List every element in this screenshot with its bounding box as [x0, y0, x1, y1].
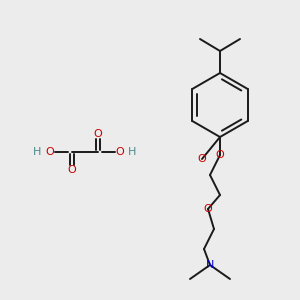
Text: O: O — [204, 204, 212, 214]
Text: O: O — [46, 147, 54, 157]
Text: H: H — [128, 147, 136, 157]
Text: O: O — [216, 150, 224, 160]
Text: O: O — [94, 129, 102, 139]
Text: O: O — [68, 165, 76, 175]
Text: O: O — [198, 154, 206, 164]
Text: H: H — [33, 147, 41, 157]
Text: O: O — [116, 147, 124, 157]
Text: N: N — [206, 260, 214, 270]
